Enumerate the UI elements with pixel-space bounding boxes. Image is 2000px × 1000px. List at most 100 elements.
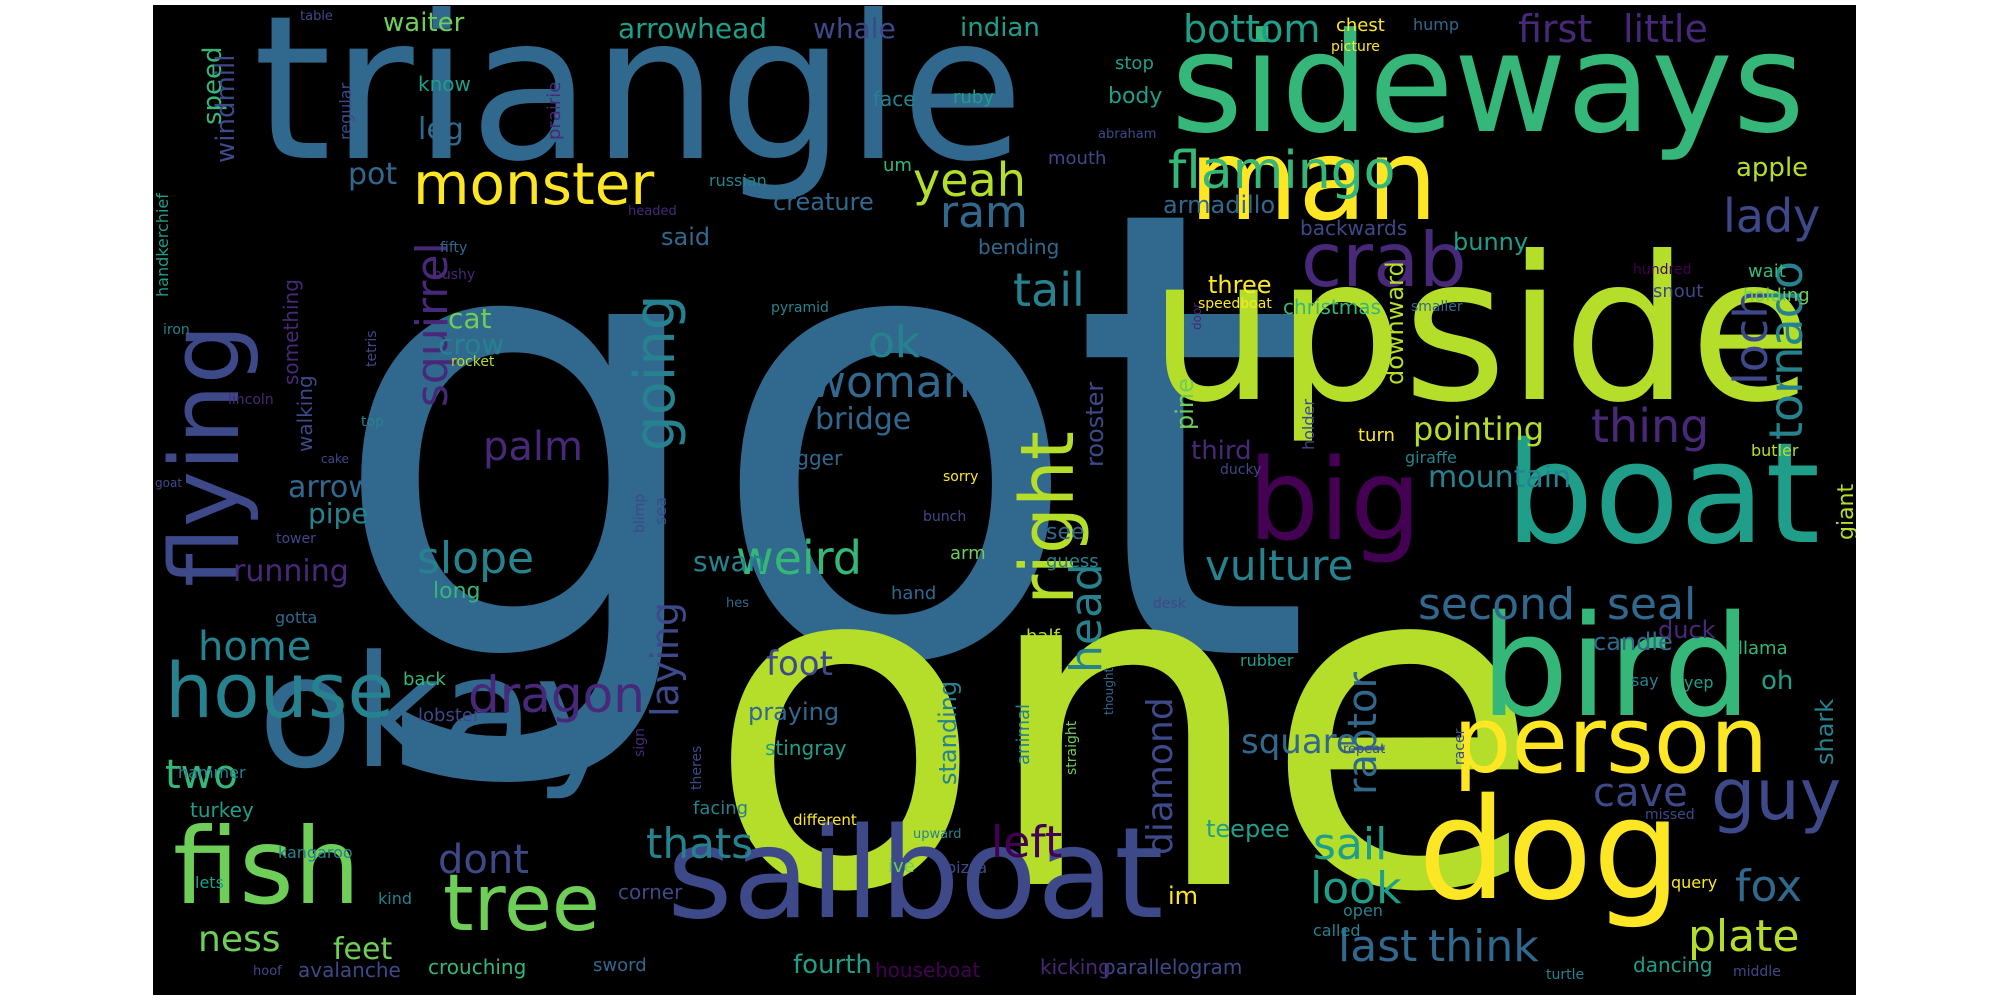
word-straight: straight xyxy=(1064,720,1080,775)
word-oh: oh xyxy=(1761,666,1794,696)
word-hammer: hammer xyxy=(178,763,246,782)
word-going: going xyxy=(623,294,688,451)
word-arm: arm xyxy=(950,543,986,564)
word-middle: middle xyxy=(1733,964,1781,980)
word-bridge: bridge xyxy=(815,402,912,437)
word-missed: missed xyxy=(1645,807,1695,823)
word-body: body xyxy=(1108,84,1163,109)
word-cave: cave xyxy=(1593,770,1688,816)
word-running: running xyxy=(233,554,349,589)
word-mouth: mouth xyxy=(1048,148,1107,169)
word-goat: goat xyxy=(155,476,183,490)
word-sign: sign xyxy=(632,728,648,757)
word-swan: swan xyxy=(693,545,766,578)
word-llama: llama xyxy=(1738,638,1788,659)
word-back: back xyxy=(403,669,446,690)
word-teepee: teepee xyxy=(1206,815,1290,843)
word-door: door xyxy=(1190,302,1204,330)
word-second: second xyxy=(1418,579,1575,630)
word-bunny: bunny xyxy=(1453,228,1529,256)
word-top: top xyxy=(361,414,384,430)
word-dancing: dancing xyxy=(1633,953,1713,977)
word-house: house xyxy=(165,646,395,735)
word-chest: chest xyxy=(1336,15,1385,36)
word-downward: downward xyxy=(1381,261,1409,385)
word-stingray: stingray xyxy=(765,736,847,760)
word-animal: animal xyxy=(1013,703,1034,765)
word-laying: laying xyxy=(643,601,687,717)
word-thing: thing xyxy=(1591,399,1710,453)
word-shark: shark xyxy=(1811,698,1839,765)
word-say: say xyxy=(1631,671,1659,690)
word-lincoln: lincoln xyxy=(228,392,274,408)
word-think: think xyxy=(1428,921,1539,972)
word-thought: thought xyxy=(1102,667,1116,715)
word-third: third xyxy=(1191,436,1252,466)
word-something: something xyxy=(279,279,303,385)
word-sea: sea xyxy=(651,497,670,525)
word-ruby: ruby xyxy=(953,87,994,108)
word-gotta: gotta xyxy=(275,608,318,627)
word-pyramid: pyramid xyxy=(771,300,829,316)
word-tower: tower xyxy=(276,531,316,547)
word-holding: holding xyxy=(1743,285,1810,306)
word-woman: woman xyxy=(810,357,971,408)
word-head: head xyxy=(1061,563,1112,673)
word-know: know xyxy=(418,72,471,96)
word-hundred: hundred xyxy=(1633,262,1692,278)
word-ness: ness xyxy=(198,919,281,960)
word-bending: bending xyxy=(978,235,1060,259)
word-turtle: turtle xyxy=(1546,967,1585,983)
word-prairie: prairie xyxy=(544,81,565,140)
word-crow: crow xyxy=(438,328,505,361)
word-last: last xyxy=(1338,921,1418,972)
word-lets: lets xyxy=(195,873,224,892)
word-ok: ok xyxy=(868,317,921,368)
word-regular: regular xyxy=(336,82,355,140)
word-ram: ram xyxy=(940,187,1028,238)
word-whale: whale xyxy=(813,12,896,45)
word-look: look xyxy=(1310,863,1402,914)
word-bigger: bigger xyxy=(778,446,843,470)
word-blimp: blimp xyxy=(632,493,648,533)
word-one: one xyxy=(706,463,1543,992)
word-flamingo: flamingo xyxy=(1168,141,1396,201)
word-handkerchief: handkerchief xyxy=(153,193,172,297)
word-see: see xyxy=(1046,520,1085,545)
word-lobster: lobster xyxy=(418,705,481,726)
word-got: got xyxy=(327,79,1313,800)
word-rocket: rocket xyxy=(451,354,495,370)
word-rubber: rubber xyxy=(1240,651,1294,670)
word-im: im xyxy=(1168,882,1199,910)
word-turn: turn xyxy=(1358,425,1395,446)
word-corner: corner xyxy=(618,880,683,904)
word-tree: tree xyxy=(443,859,600,949)
word-left: left xyxy=(991,817,1063,868)
word-thats: thats xyxy=(646,819,754,868)
word-dragon: dragon xyxy=(468,666,645,724)
word-standing: standing xyxy=(934,680,962,785)
word-palm: palm xyxy=(483,424,583,470)
word-tetris: tetris xyxy=(364,330,380,367)
word-giant: giant xyxy=(1834,483,1856,540)
word-giraffe: giraffe xyxy=(1405,448,1457,467)
word-cake: cake xyxy=(321,452,349,466)
word-apple: apple xyxy=(1736,153,1809,183)
word-hand: hand xyxy=(891,583,937,604)
word-vulture: vulture xyxy=(1205,541,1354,590)
word-weird: weird xyxy=(736,531,863,585)
word-big: big xyxy=(1248,436,1422,566)
word-rooster: rooster xyxy=(1081,381,1109,467)
word-ducky: ducky xyxy=(1220,462,1262,478)
word-pine: pine xyxy=(1171,378,1199,430)
word-boat: boat xyxy=(1505,413,1821,576)
word-turkey: turkey xyxy=(190,798,254,822)
word-facing: facing xyxy=(693,798,749,819)
word-windmill: windmill xyxy=(211,54,241,163)
word-yeah: yeah xyxy=(913,153,1026,207)
word-sorry: sorry xyxy=(943,469,979,485)
word-picture: picture xyxy=(1331,39,1380,55)
word-holder: holder xyxy=(1299,399,1318,450)
word-little: little xyxy=(1623,7,1708,51)
word-half: half xyxy=(1026,626,1060,647)
